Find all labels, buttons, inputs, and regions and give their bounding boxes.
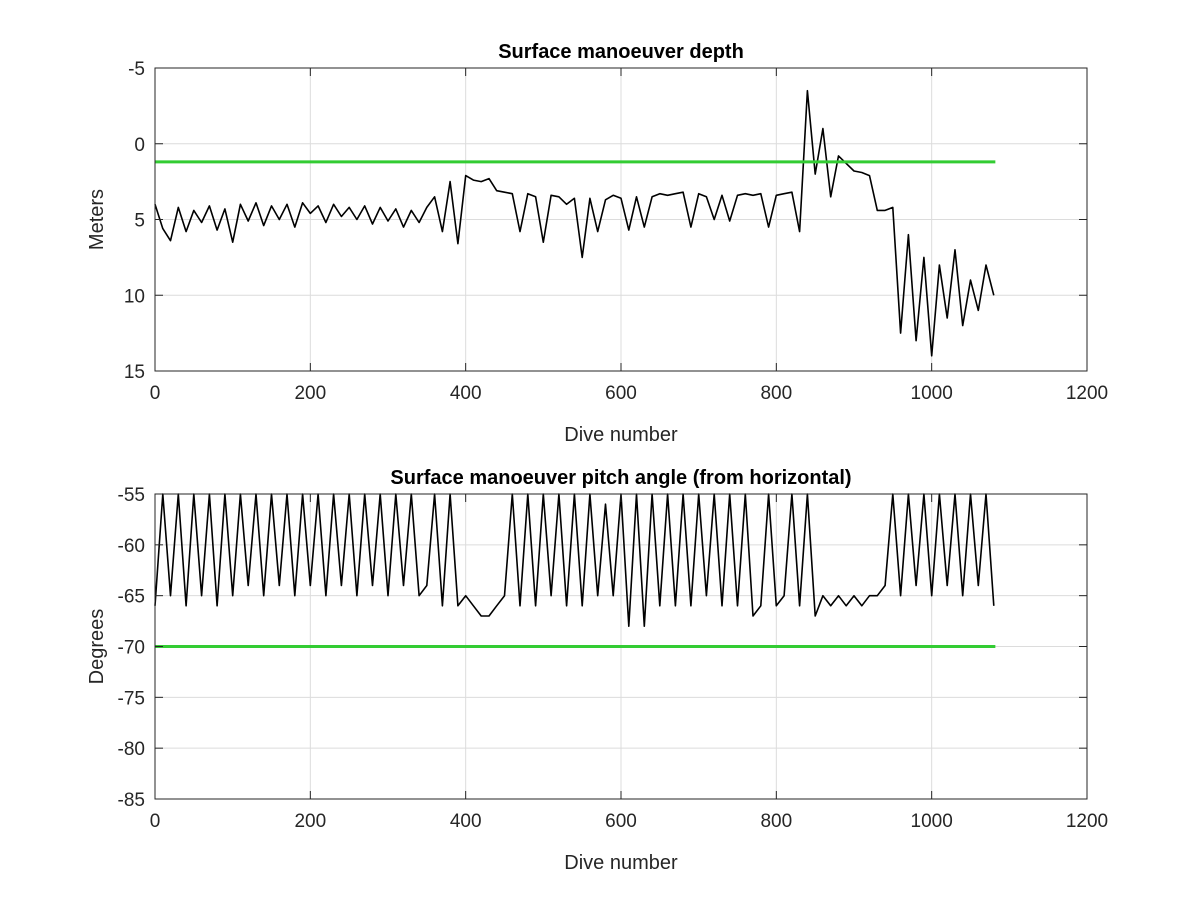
y-tick-label: 10: [124, 286, 145, 307]
x-tick-label: 0: [150, 811, 161, 832]
chart-title: Surface manoeuver depth: [498, 41, 744, 63]
x-tick-label: 200: [294, 811, 326, 832]
y-tick-label: -85: [118, 790, 145, 811]
chart-title: Surface manoeuver pitch angle (from hori…: [390, 467, 851, 489]
x-axis-label: Dive number: [564, 852, 678, 874]
x-tick-label: 1000: [911, 383, 953, 404]
x-tick-label: 400: [450, 811, 482, 832]
y-tick-label: -5: [128, 59, 145, 80]
x-tick-label: 1000: [911, 811, 953, 832]
x-tick-label: 200: [294, 383, 326, 404]
x-tick-label: 600: [605, 811, 637, 832]
series-line-1: [154, 493, 995, 627]
y-tick-label: -60: [118, 536, 145, 557]
y-tick-label: 0: [134, 135, 145, 156]
x-tick-label: 600: [605, 383, 637, 404]
x-tick-label: 1200: [1066, 811, 1108, 832]
y-tick-label: -65: [118, 587, 145, 608]
y-tick-label: -55: [118, 485, 145, 506]
x-tick-label: 1200: [1066, 383, 1108, 404]
y-tick-label: -75: [118, 688, 145, 709]
y-axis-label: Meters: [86, 189, 108, 250]
x-tick-label: 800: [760, 811, 792, 832]
y-tick-label: 5: [134, 211, 145, 232]
chart-1: 0 200 400 600 800 1000 1200 -5 0 5 10 15 Surface man…: [86, 41, 1108, 446]
y-tick-label: -70: [118, 638, 145, 659]
x-tick-label: 800: [760, 383, 792, 404]
y-tick-label: 15: [124, 362, 145, 383]
x-axis-label: Dive number: [564, 424, 678, 446]
series-line-1: [154, 89, 995, 357]
chart-2: 0 200 400 600 800 1000 1200 -85 -80 -75 -70 -65 -60 -…: [86, 467, 1108, 874]
y-tick-label: -80: [118, 739, 145, 760]
x-tick-label: 400: [450, 383, 482, 404]
y-axis-label: Degrees: [86, 609, 108, 685]
x-tick-label: 0: [150, 383, 161, 404]
